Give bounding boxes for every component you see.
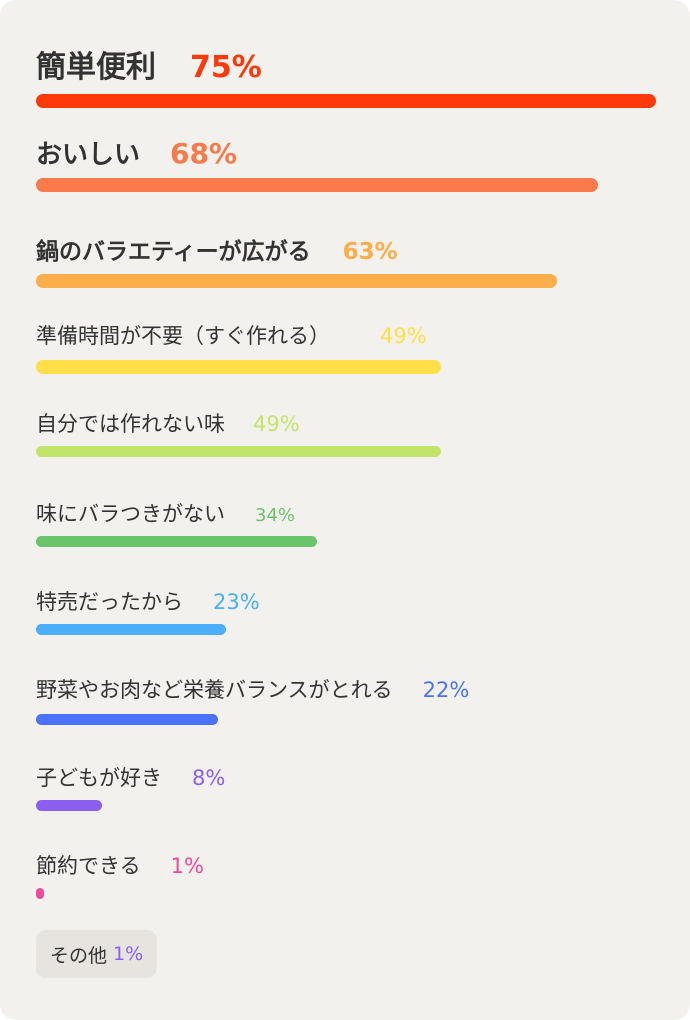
value-label: 68% (170, 137, 238, 170)
value-label: 8% (192, 766, 226, 790)
bar (36, 446, 441, 457)
bar-header: 特売だったから 23% (36, 586, 260, 616)
category-label: 鍋のバラエティーが広がる (36, 239, 311, 265)
bar-header: 味にバラつきがない 34% (36, 498, 295, 528)
bar-header: 鍋のバラエティーが広がる 63% (36, 232, 398, 266)
category-label: 簡単便利 (36, 50, 156, 85)
bar-header: 節約できる 1% (36, 850, 204, 880)
bar-row: 野菜やお肉など栄養バランスがとれる 22% (36, 674, 676, 744)
value-label: 34% (255, 505, 296, 526)
category-label: 特売だったから (36, 590, 183, 614)
bar-header: 簡単便利 75% (36, 42, 262, 86)
value-label: 1% (170, 854, 204, 878)
bar (36, 714, 218, 725)
bar-header: 野菜やお肉など栄養バランスがとれる 22% (36, 674, 469, 704)
bar-row: 味にバラつきがない 34% (36, 498, 676, 568)
other-label: その他 (50, 944, 108, 967)
category-label: 準備時間が不要（すぐ作れる） (36, 324, 330, 348)
category-label: 野菜やお肉など栄養バランスがとれる (36, 678, 393, 702)
category-label: 子どもが好き (36, 766, 162, 790)
bar-row: 簡単便利 75% (36, 42, 676, 112)
category-label: 自分では作れない味 (36, 412, 225, 436)
bar-row: 子どもが好き 8% (36, 762, 676, 832)
bar-row: 鍋のバラエティーが広がる 63% (36, 232, 676, 302)
value-label: 75% (190, 50, 262, 85)
value-label: 49% (253, 412, 300, 436)
bar (36, 888, 44, 899)
bar (36, 536, 317, 547)
other-badge: その他 1% (36, 930, 158, 978)
category-label: 味にバラつきがない (36, 502, 225, 526)
bar-row: 特売だったから 23% (36, 586, 676, 656)
bar (36, 274, 557, 288)
category-label: 節約できる (36, 854, 141, 878)
value-label: 49% (380, 324, 427, 348)
bar (36, 94, 656, 108)
bar-row: 自分では作れない味 49% (36, 408, 676, 478)
bar-header: 子どもが好き 8% (36, 762, 225, 792)
bar (36, 624, 226, 635)
bar-row: 準備時間が不要（すぐ作れる） 49% (36, 320, 676, 390)
bar-row: 節約できる 1% (36, 850, 676, 920)
bar-header: 自分では作れない味 49% (36, 408, 300, 438)
value-label: 23% (213, 590, 260, 614)
value-label: 22% (422, 678, 470, 702)
other-value: 1% (113, 943, 144, 965)
bar-row: おいしい 68% (36, 134, 676, 204)
category-label: おいしい (36, 140, 141, 170)
value-label: 63% (342, 239, 398, 265)
bar (36, 800, 102, 811)
bar (36, 360, 441, 374)
bar-header: おいしい 68% (36, 134, 237, 171)
bar-header: 準備時間が不要（すぐ作れる） 49% (36, 320, 427, 350)
bar (36, 178, 598, 192)
